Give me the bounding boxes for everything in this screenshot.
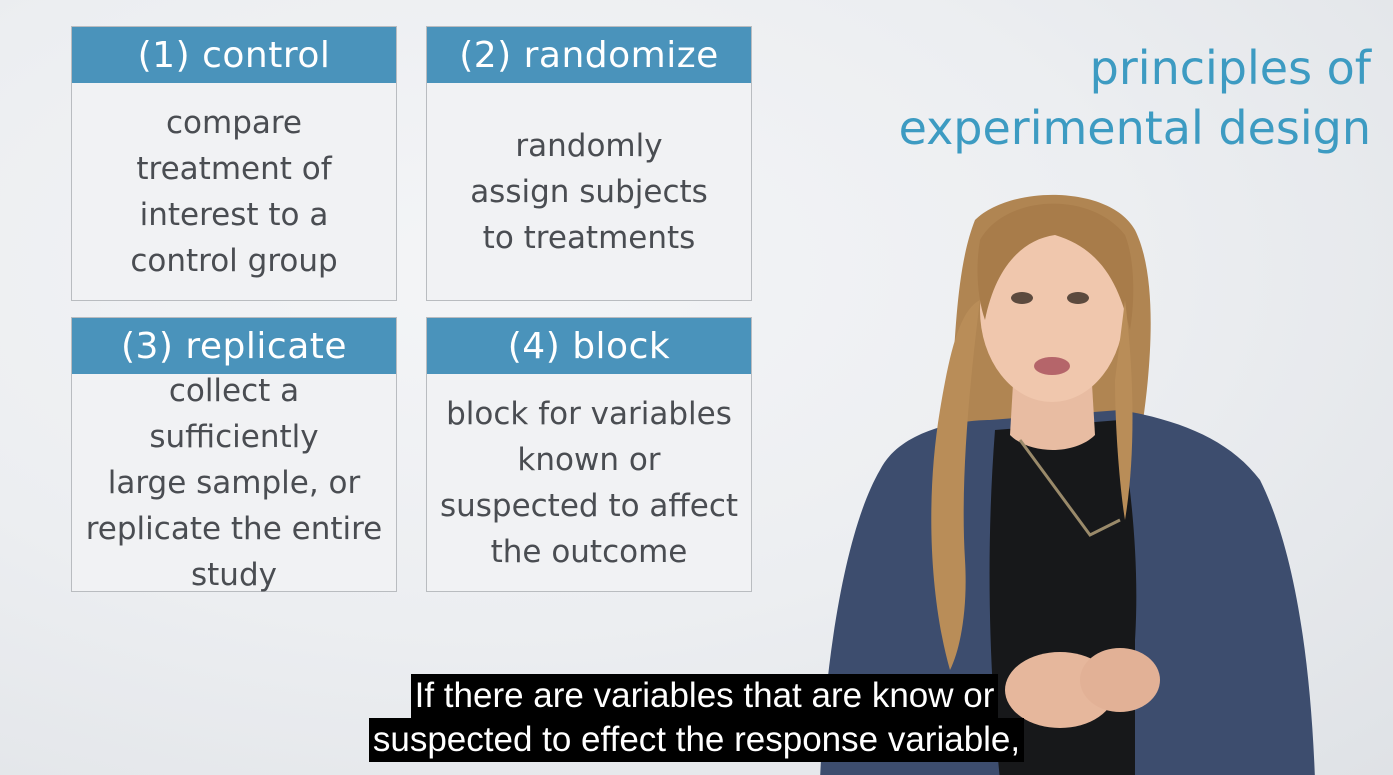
card-body: randomly assign subjects to treatments (427, 83, 751, 300)
slide-title-line1: principles of (1089, 41, 1371, 95)
slide-title: principles of experimental design (899, 38, 1371, 158)
card-body: block for variables known or suspected t… (427, 374, 751, 591)
caption-line-2: suspected to effect the response variabl… (368, 718, 1025, 762)
caption-line-1: If there are variables that are know or (410, 674, 999, 718)
card-body-text: block for variables known or suspected t… (439, 395, 739, 570)
principle-card-control: (1) control compare treatment of interes… (71, 26, 397, 301)
card-body-text: collect a sufficiently large sample, or … (85, 372, 383, 593)
closed-captions: If there are variables that are know or … (0, 674, 1393, 762)
principle-card-block: (4) block block for variables known or s… (426, 317, 752, 592)
card-body-text: randomly assign subjects to treatments (470, 127, 708, 256)
card-header: (3) replicate (72, 318, 396, 374)
principle-card-replicate: (3) replicate collect a sufficiently lar… (71, 317, 397, 593)
card-body-text: compare treatment of interest to a contr… (130, 104, 338, 279)
principle-card-randomize: (2) randomize randomly assign subjects t… (426, 26, 752, 301)
presenter-figure (820, 194, 1315, 775)
card-header: (1) control (72, 27, 396, 83)
card-body: compare treatment of interest to a contr… (72, 83, 396, 300)
card-header: (2) randomize (427, 27, 751, 83)
card-body: collect a sufficiently large sample, or … (72, 373, 396, 593)
slide-title-line2: experimental design (898, 101, 1371, 155)
card-header: (4) block (427, 318, 751, 374)
